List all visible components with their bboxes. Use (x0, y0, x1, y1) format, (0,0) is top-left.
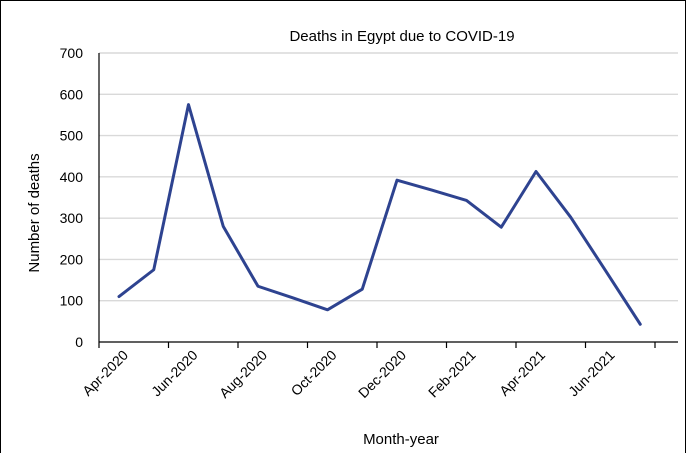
x-tick-label: Dec-2020 (355, 347, 409, 401)
y-axis-ticks: 0 100 200 300 400 500 600 700 (60, 45, 84, 350)
series-line-0 (117, 103, 642, 326)
y-tick-label: 700 (60, 45, 84, 61)
y-tick-label: 400 (60, 169, 84, 185)
x-tick-label: Feb-2021 (425, 347, 479, 401)
x-axis-title: Month-year (363, 431, 439, 448)
x-axis-ticks: Apr-2020 Jun-2020 Aug-2020 Oct-2020 Dec-2020… (79, 342, 656, 401)
y-tick-label: 200 (60, 251, 84, 267)
gridlines (99, 52, 678, 302)
x-tick-label: Apr-2020 (79, 347, 131, 399)
y-tick-label: 0 (75, 334, 83, 350)
y-tick-label: 600 (60, 86, 84, 102)
x-tick-label: Apr-2021 (496, 347, 548, 399)
y-axis-title: Number of deaths (26, 153, 43, 272)
y-tick-label: 100 (60, 293, 84, 309)
x-tick-label: Jun-2021 (565, 347, 618, 400)
y-tick-label: 300 (60, 210, 84, 226)
x-tick-label: Oct-2020 (288, 347, 340, 399)
y-tick-label: 500 (60, 128, 84, 144)
chart-title: Deaths in Egypt due to COVID-19 (289, 28, 514, 45)
x-tick-label: Aug-2020 (216, 347, 270, 401)
x-tick-label: Jun-2020 (148, 347, 201, 400)
axes (98, 53, 678, 343)
series-group (117, 103, 642, 326)
